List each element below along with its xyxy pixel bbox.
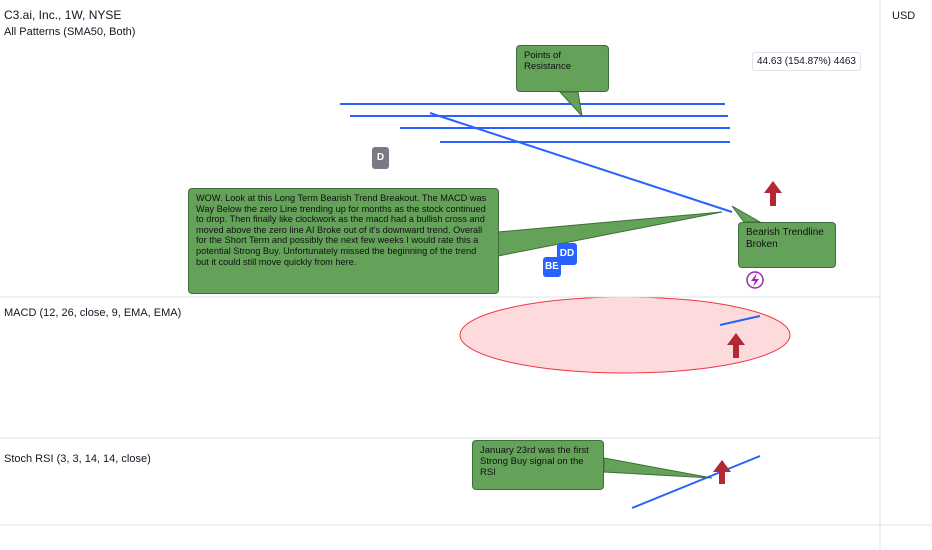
callout-pointer — [558, 91, 583, 118]
callout: WOW. Look at this Long Term Bearish Tren… — [188, 188, 499, 294]
pattern-badge[interactable]: D — [372, 147, 389, 169]
arrow-up — [713, 460, 731, 484]
pane-title: Stoch RSI (3, 3, 14, 14, close) — [4, 453, 151, 465]
arrow-up — [727, 333, 745, 358]
arrow-up — [764, 181, 782, 206]
callout: Points of Resistance — [516, 45, 609, 92]
indicator: All Patterns (SMA50, Both) — [4, 26, 136, 38]
callout: January 23rd was the first Strong Buy si… — [472, 440, 604, 490]
trendline — [429, 112, 733, 213]
pattern-badge[interactable]: DD — [557, 243, 577, 265]
event-icon — [751, 273, 759, 287]
macd-trendline — [719, 315, 761, 326]
rsi-trendline — [631, 455, 761, 509]
measure-label: 44.63 (154.87%) 4463 — [752, 52, 861, 71]
symbol: C3.ai, Inc., 1W, NYSE — [4, 8, 122, 22]
currency: USD — [892, 10, 915, 22]
highlight-ellipse — [459, 296, 791, 374]
callout: Bearish Trendline Broken — [738, 222, 836, 268]
pattern-badge[interactable]: BE — [543, 257, 561, 277]
pane-title: MACD (12, 26, close, 9, EMA, EMA) — [4, 307, 182, 319]
callout-pointer — [603, 457, 713, 479]
